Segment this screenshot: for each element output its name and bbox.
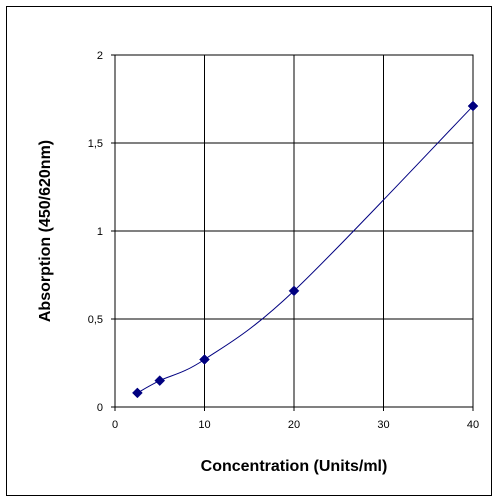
data-point <box>288 285 300 297</box>
axes <box>111 54 474 411</box>
data-point <box>467 100 479 112</box>
y-tick-label: 1,5 <box>88 138 103 150</box>
data-point <box>132 387 143 399</box>
y-tick-label: 0 <box>97 402 103 414</box>
x-tick-label: 20 <box>288 419 300 431</box>
x-axis-title: Concentration (Units/ml) <box>201 458 388 475</box>
data-point <box>199 354 210 365</box>
y-tick-label: 0,5 <box>88 314 103 326</box>
data-point <box>154 375 166 386</box>
y-tick-label: 2 <box>97 50 103 62</box>
grid <box>115 55 473 407</box>
y-axis-title: Absorption (450/620nm) <box>37 140 54 322</box>
y-tick-label: 1 <box>97 226 103 238</box>
x-tick-label: 40 <box>467 419 479 431</box>
tick-labels: 0 10 20 30 40 0 0,5 1 1,5 2 <box>88 50 479 431</box>
series <box>132 100 479 399</box>
x-tick-label: 0 <box>112 419 118 431</box>
x-tick-label: 10 <box>198 419 210 431</box>
x-tick-label: 30 <box>377 419 389 431</box>
